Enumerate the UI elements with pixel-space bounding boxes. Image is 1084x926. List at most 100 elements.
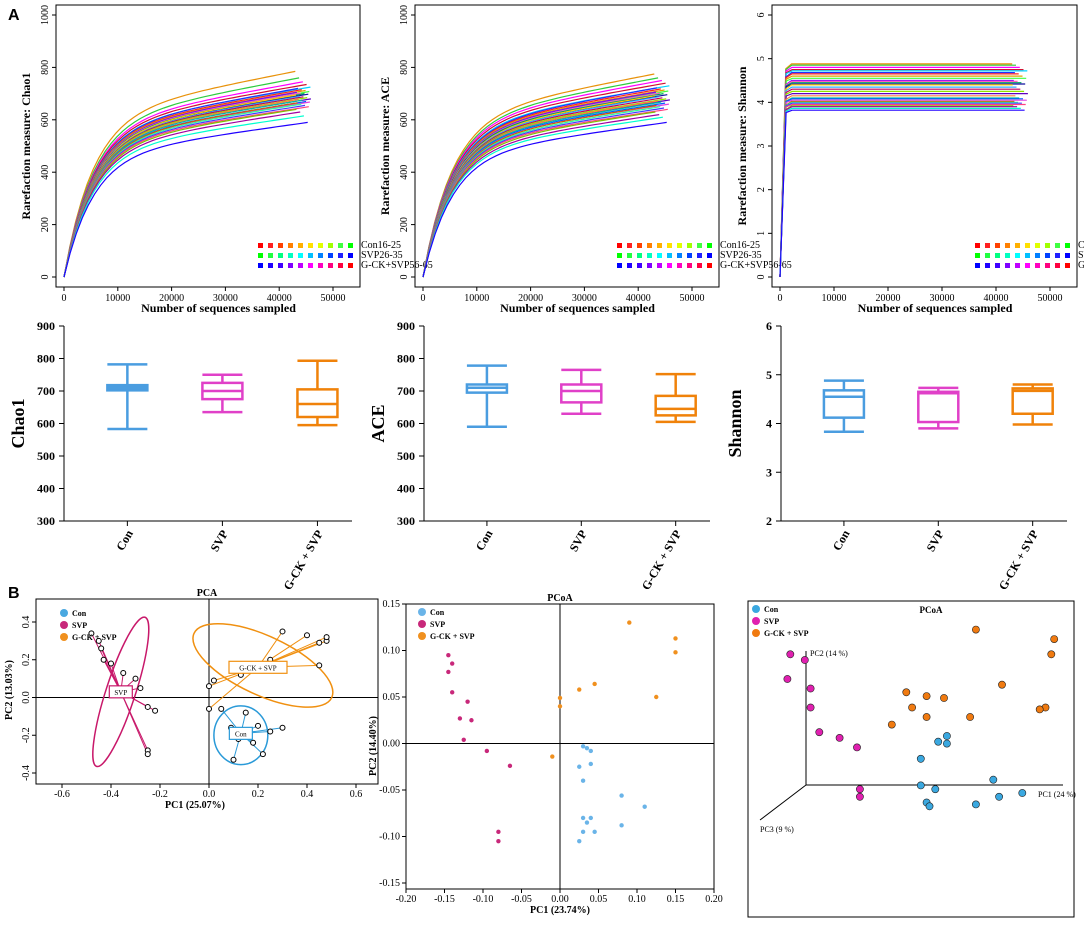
- x-tick-label: 0.6: [350, 789, 363, 800]
- legend-swatch: [637, 243, 642, 248]
- sample-point: [800, 656, 809, 664]
- sample-point: [206, 705, 212, 712]
- sample-point: [279, 724, 286, 731]
- legend-marker: [752, 617, 760, 625]
- rarefaction-curve: [779, 77, 1027, 278]
- y-tick-label: 500: [397, 449, 415, 463]
- shannon-rarefaction-chart: 0 10000 20000 30000 40000 50000 0 1 2 3 4 5 6 Number …: [735, 4, 1084, 315]
- legend-swatch: [1035, 253, 1040, 258]
- y-tick-label: 6: [766, 319, 772, 333]
- sample-point: [887, 720, 896, 729]
- rarefaction-curve: [63, 121, 308, 278]
- sample-point: [934, 737, 943, 746]
- sample-point: [943, 739, 951, 748]
- rarefaction-curve: [779, 64, 1016, 278]
- sample-point: [250, 739, 257, 746]
- legend-swatch: [667, 253, 672, 258]
- y-tick-label: 2: [766, 514, 772, 528]
- legend-swatch: [985, 243, 990, 248]
- rarefaction-curve: [63, 81, 304, 278]
- box-iqr: [560, 383, 603, 404]
- sample-point: [316, 662, 323, 669]
- sample-point: [972, 625, 980, 634]
- legend-swatch: [288, 253, 293, 258]
- legend-swatch: [338, 263, 343, 268]
- x-axis-title: Number of sequences sampled: [500, 301, 655, 315]
- rarefaction-curve: [779, 88, 1021, 278]
- sample-point: [783, 675, 792, 683]
- rarefaction-curve: [779, 99, 1027, 278]
- sample-point: [496, 829, 501, 835]
- pc2-axis-label: PC2 (14 %): [810, 649, 848, 658]
- y-tick-label: 200: [40, 217, 51, 232]
- legend-swatch: [1045, 263, 1050, 268]
- sample-point: [1050, 635, 1059, 643]
- rarefaction-curve: [779, 63, 1013, 278]
- rarefaction-curve: [422, 77, 659, 278]
- sample-point: [998, 680, 1006, 689]
- sample-point: [507, 763, 513, 769]
- plot-title: PCoA: [547, 593, 573, 604]
- y-tick-label: 200: [399, 217, 410, 232]
- sample-point: [995, 792, 1003, 801]
- y-tick-label: 0.10: [383, 646, 401, 657]
- legend-swatch: [1005, 263, 1010, 268]
- x-tick-label: Con: [113, 527, 136, 553]
- legend-swatch: [1025, 263, 1030, 268]
- legend-swatch: [1045, 243, 1050, 248]
- pc3-axis-label: PC3 (9 %): [760, 825, 794, 834]
- sample-point: [446, 669, 451, 675]
- legend-swatch: [657, 263, 662, 268]
- sample-point: [943, 732, 951, 740]
- y-tick-label: 5: [756, 56, 767, 61]
- y-tick-label: 300: [397, 514, 415, 528]
- legend-swatch: [348, 263, 353, 268]
- x-tick-label: 0.4: [301, 789, 314, 800]
- y-tick-label: 3: [766, 465, 772, 479]
- sample-point: [120, 669, 127, 676]
- x-tick-label: 20000: [159, 293, 184, 304]
- x-tick-label: 30000: [213, 293, 238, 304]
- centroid-label: SVP: [114, 689, 127, 697]
- y-tick-label: 0.2: [21, 654, 32, 667]
- sample-point: [673, 636, 678, 641]
- x-tick-label: SVP: [566, 528, 589, 555]
- sample-point: [206, 683, 212, 690]
- sample-point: [580, 744, 586, 749]
- sample-point: [557, 695, 563, 701]
- box-iqr: [822, 389, 866, 419]
- legend-label: Con: [764, 605, 779, 614]
- sample-point: [100, 656, 107, 663]
- plot-frame: [747, 600, 1075, 918]
- sample-point: [925, 802, 934, 811]
- sample-point: [940, 694, 948, 702]
- sample-point: [267, 728, 274, 735]
- legend-label: G-CK + SVP: [764, 629, 809, 638]
- x-tick-label: -0.4: [103, 789, 119, 800]
- sample-point: [856, 792, 864, 801]
- pcoa-2d-plot: PCoA -0.20 -0.15 -0.10 -0.05 0.00 0.05 0.10 0.15…: [368, 593, 723, 916]
- x-tick-label: -0.15: [434, 894, 455, 905]
- x-tick-label: SVP: [208, 528, 231, 555]
- y-tick-label: 600: [37, 417, 55, 431]
- legend-swatch: [1005, 253, 1010, 258]
- legend-swatch: [627, 243, 632, 248]
- x-tick-label: SVP: [923, 528, 946, 555]
- y-tick-label: 800: [397, 352, 415, 366]
- sample-point: [989, 775, 998, 784]
- legend-swatch: [348, 253, 353, 258]
- x-tick-label: 30000: [930, 293, 955, 304]
- legend-swatch: [975, 253, 980, 258]
- x-tick-label: 20000: [518, 293, 543, 304]
- x-tick-label: -0.2: [152, 789, 168, 800]
- legend-swatch: [308, 263, 313, 268]
- rarefaction-curve: [779, 73, 1019, 278]
- legend-swatch: [318, 263, 323, 268]
- legend-swatch: [258, 263, 263, 268]
- y-axis-title: PC2 (14.40%): [368, 716, 379, 776]
- x-tick-label: 50000: [1038, 293, 1063, 304]
- rarefaction-curve: [63, 70, 296, 278]
- legend-swatch: [1055, 263, 1060, 268]
- pc1-axis-label: PC1 (24 %): [1038, 790, 1076, 799]
- y-tick-label: 2: [756, 187, 767, 192]
